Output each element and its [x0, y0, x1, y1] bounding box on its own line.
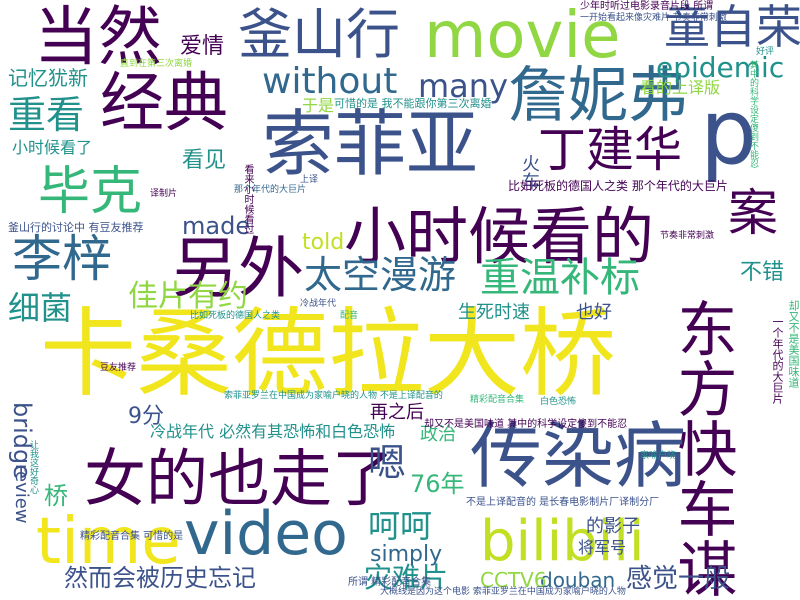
cloud-word: 比如死板的德国人之类	[190, 311, 281, 321]
cloud-word: 不错	[740, 260, 785, 285]
cloud-word: 佳片有约	[128, 279, 248, 314]
cloud-word: 灾难片	[364, 561, 449, 594]
cloud-word: 少年时听过电影录音片段 所谓	[580, 1, 714, 12]
cloud-word: made	[182, 212, 251, 240]
cloud-word: 釜山行的讨论中 有豆友推荐	[8, 221, 144, 234]
cloud-word: 传染病	[470, 414, 687, 498]
cloud-word: 直到在第三次离婚	[120, 59, 193, 69]
cloud-word: 然而会被历史忘记	[64, 564, 256, 592]
cloud-word: 生死时速	[458, 302, 530, 323]
cloud-word: 细菌	[8, 289, 73, 327]
cloud-word: 精彩配音合集	[470, 395, 525, 405]
cloud-word: 其中的科学设定傻到不能忍	[748, 60, 758, 168]
cloud-word: 配音	[340, 311, 359, 321]
cloud-word: review	[11, 464, 32, 524]
cloud-word: douban	[540, 568, 616, 592]
cloud-word: CCTV6	[480, 568, 547, 592]
cloud-word: without	[262, 61, 398, 102]
cloud-word: 案	[720, 186, 778, 236]
cloud-word: 精彩配音合集 可惜的是	[80, 531, 184, 542]
cloud-word: bilibili	[480, 509, 645, 574]
cloud-word: bridge	[8, 402, 36, 480]
cloud-word: epidemic	[656, 51, 785, 84]
cloud-word: 76年	[410, 470, 465, 498]
cloud-word: 却又不是美国味道 其中的科学设定傻到不能忍	[424, 419, 628, 430]
cloud-word: 豆友推荐	[100, 363, 137, 373]
cloud-word: 当然	[34, 1, 162, 75]
cloud-word: 不是上译配音的 是长春电影制片厂译制分厂	[466, 497, 660, 508]
cloud-word: 所谓 精彩配音合集	[348, 577, 432, 588]
cloud-word: 东方快车谋	[667, 298, 737, 598]
cloud-word: 于是	[302, 96, 335, 115]
cloud-word: 爱情	[180, 34, 225, 59]
cloud-word: 小时候看的	[344, 200, 655, 273]
cloud-word: 童自荣	[664, 0, 800, 54]
cloud-word: 将军号	[578, 538, 627, 557]
cloud-word: 冷战年代	[300, 299, 337, 309]
cloud-word: 让我这好奇心	[28, 440, 38, 494]
cloud-word: 索菲亚	[262, 102, 479, 186]
cloud-word: 9分	[128, 404, 164, 429]
cloud-word: 一开始看起来像灾难片 节奏非常刺激	[580, 13, 727, 23]
cloud-word: simply	[370, 542, 443, 567]
cloud-word: 索菲亚罗兰在中国成为家喻户晓的人物 不是上译配音的	[224, 391, 443, 401]
cloud-word: video	[184, 499, 348, 569]
cloud-word: 看的上译版	[640, 78, 721, 97]
cloud-word: 小时候看了	[12, 138, 93, 157]
cloud-word: many	[418, 67, 508, 105]
cloud-word: 看见	[182, 148, 227, 173]
cloud-word: 重看	[8, 93, 85, 137]
cloud-word: told	[302, 230, 345, 255]
cloud-word: p	[700, 80, 758, 185]
cloud-word: 一个年代的大巨片	[771, 316, 784, 404]
cloud-word: 上译	[300, 175, 319, 185]
cloud-word: 冷战年代 必然有其恐怖和白色恐怖	[150, 422, 396, 441]
cloud-word: time	[36, 505, 181, 579]
cloud-word: 家喻户晓	[640, 451, 677, 461]
cloud-word: movie	[424, 0, 621, 73]
cloud-word: 好评	[756, 47, 775, 57]
cloud-word: 看来小时候看过	[242, 164, 253, 234]
cloud-word: 也好	[576, 302, 612, 323]
cloud-word: 比如死板的德国人之类 那个年代的大巨片	[508, 179, 728, 193]
cloud-word: 可惜的是 我不能跟你第三次离婚	[334, 97, 492, 110]
cloud-word: 经典	[100, 67, 228, 141]
cloud-word: 译制片	[150, 189, 178, 199]
cloud-word: 詹妮弗	[508, 61, 688, 131]
cloud-word: 另外	[172, 230, 304, 307]
cloud-word: 节奏非常刺激	[660, 231, 715, 241]
cloud-word: 重温补标	[480, 255, 640, 301]
cloud-word: 却又不是美国味道	[787, 300, 800, 388]
cloud-word: 卡桑德拉大桥	[40, 298, 616, 410]
cloud-word: 釜山行	[238, 3, 400, 66]
cloud-word: 政治	[420, 424, 456, 445]
cloud-word: 记忆犹新	[8, 66, 88, 90]
cloud-word: 大概线是因为这个电影 索菲亚罗兰在中国成为家喻户晓的人物	[380, 587, 626, 597]
cloud-word: 桥	[44, 482, 68, 510]
cloud-word: 嗯	[368, 441, 407, 485]
cloud-word: 呵呵	[368, 507, 433, 545]
cloud-word: 毕克	[38, 162, 143, 222]
cloud-word: 太空漫游	[304, 253, 457, 297]
cloud-word: 感觉一般	[626, 564, 731, 594]
cloud-word: 李梓	[12, 230, 112, 288]
cloud-word: 再之后	[370, 402, 424, 423]
cloud-word: 女的也走了	[84, 442, 395, 515]
cloud-word: 丁建华	[538, 122, 683, 178]
cloud-word: 火车	[519, 154, 540, 190]
cloud-word: 白色恐怖	[540, 397, 577, 407]
cloud-word: 那个年代的大巨片	[234, 185, 307, 195]
cloud-word: 的影子	[586, 516, 640, 537]
